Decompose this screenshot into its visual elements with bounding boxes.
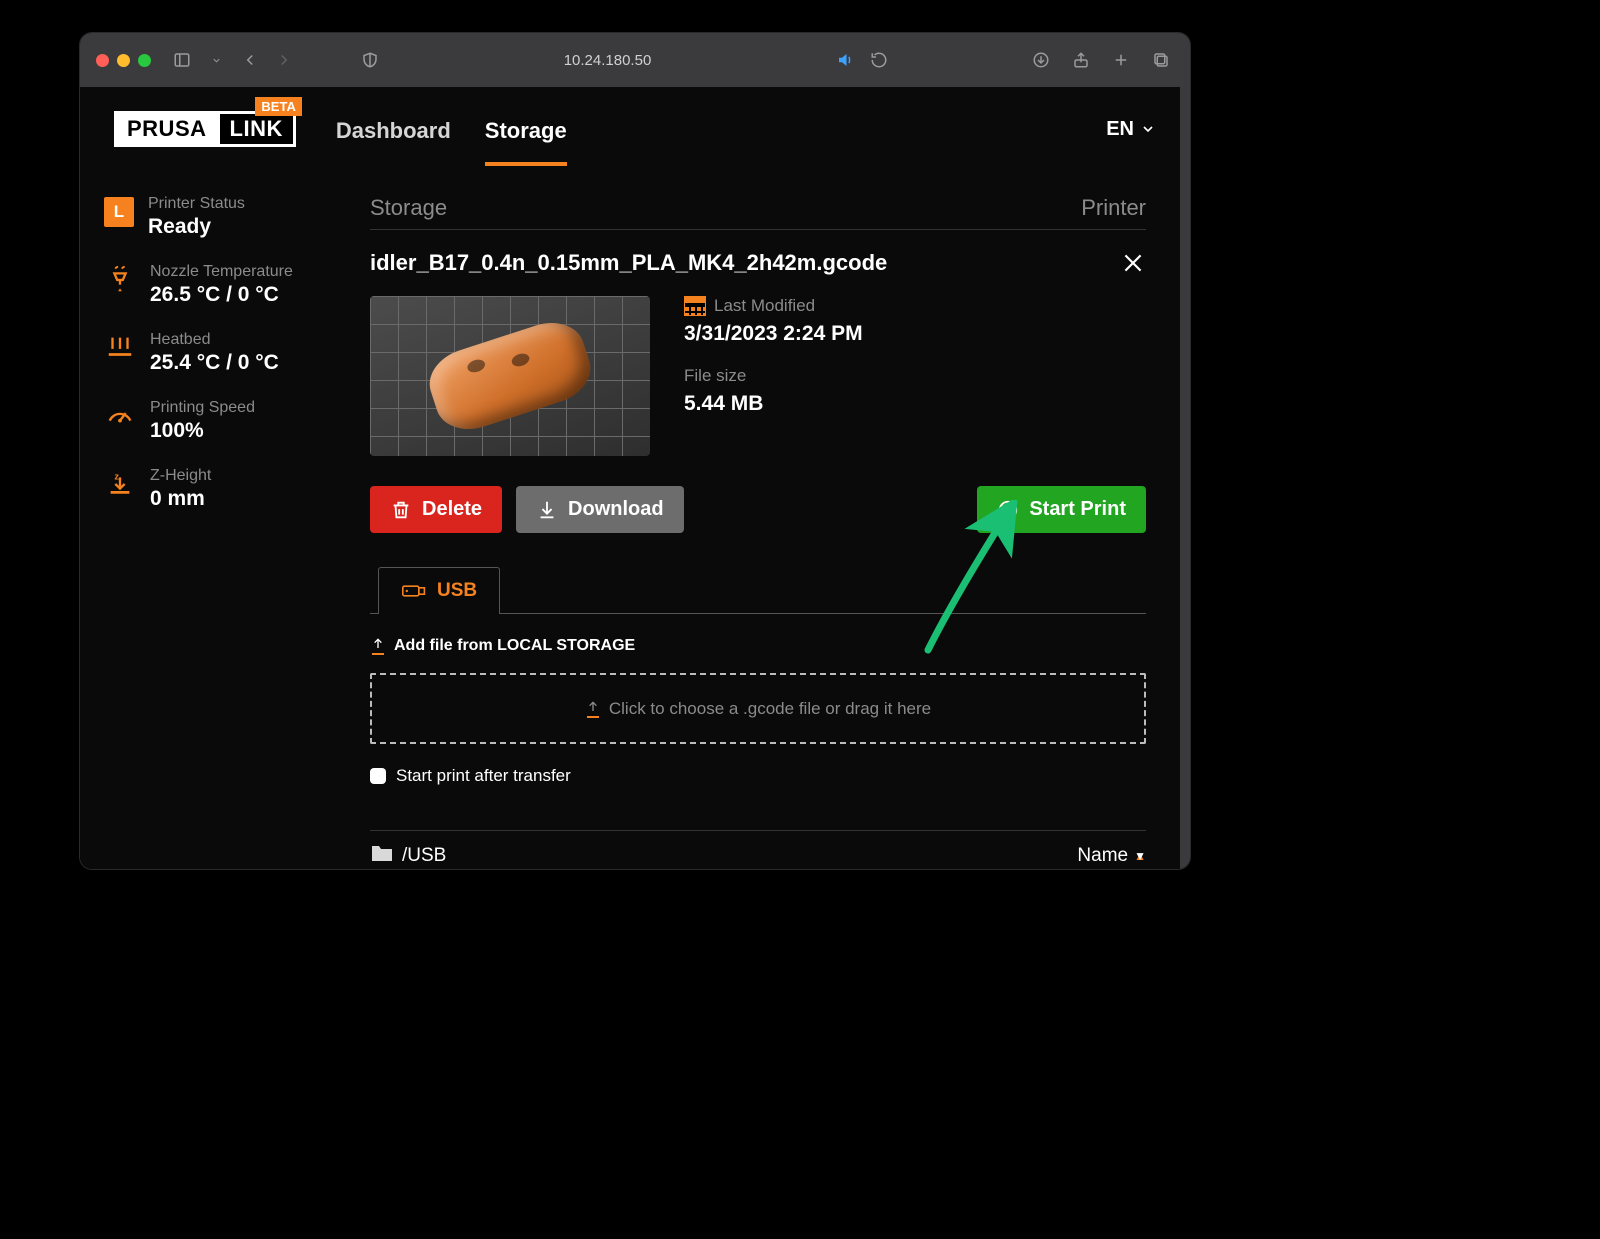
start-after-transfer-row[interactable]: Start print after transfer: [370, 766, 1146, 786]
app-logo[interactable]: PRUSA LINK BETA: [114, 111, 296, 147]
delete-label: Delete: [422, 498, 482, 521]
heatbed-temp: Heatbed 25.4 °C / 0 °C: [104, 331, 346, 375]
start-print-label: Start Print: [1029, 498, 1126, 521]
add-file-button[interactable]: Add file from LOCAL STORAGE: [370, 636, 1146, 655]
sidebar-toggle-icon[interactable]: [169, 47, 195, 73]
section-title-right: Printer: [1081, 195, 1146, 221]
window-controls[interactable]: [96, 54, 151, 67]
close-icon[interactable]: [1120, 250, 1146, 276]
start-after-transfer-label: Start print after transfer: [396, 766, 571, 786]
play-circle-icon: [997, 499, 1019, 521]
last-modified-label: Last Modified: [714, 296, 815, 316]
tabs-overview-icon[interactable]: [1148, 47, 1174, 73]
nozzle-value: 26.5 °C / 0 °C: [150, 283, 293, 307]
download-button[interactable]: Download: [516, 486, 684, 533]
start-after-transfer-checkbox[interactable]: [370, 768, 386, 784]
printing-speed: Printing Speed 100%: [104, 399, 346, 443]
reload-icon[interactable]: [866, 47, 892, 73]
speed-label: Printing Speed: [150, 399, 255, 417]
gauge-icon: [104, 399, 136, 431]
nav-forward-icon[interactable]: [271, 47, 297, 73]
beta-badge: BETA: [255, 97, 301, 116]
z-height-icon: z: [104, 467, 136, 499]
window-close-dot[interactable]: [96, 54, 109, 67]
storage-tab-usb[interactable]: USB: [378, 567, 500, 614]
trash-icon: [390, 499, 412, 521]
file-dropzone[interactable]: Click to choose a .gcode file or drag it…: [370, 673, 1146, 744]
speed-value: 100%: [150, 419, 255, 443]
section-title-left: Storage: [370, 195, 447, 221]
logo-prusa-word: PRUSA: [114, 111, 220, 147]
file-size-label: File size: [684, 366, 863, 386]
printer-status: L Printer Status Ready: [104, 195, 346, 239]
file-detail: idler_B17_0.4n_0.15mm_PLA_MK4_2h42m.gcod…: [370, 250, 1146, 533]
status-badge: L: [104, 197, 134, 227]
file-size-value: 5.44 MB: [684, 392, 863, 416]
page-content: PRUSA LINK BETA Dashboard Storage EN: [80, 87, 1190, 869]
calendar-icon: [684, 296, 706, 316]
zheight-value: 0 mm: [150, 487, 211, 511]
toolbar-dropdown-icon[interactable]: [203, 47, 229, 73]
heatbed-label: Heatbed: [150, 331, 279, 349]
current-path[interactable]: /USB: [402, 845, 446, 867]
storage-tab-label: USB: [437, 580, 477, 602]
window-zoom-dot[interactable]: [138, 54, 151, 67]
nozzle-temp: Nozzle Temperature 26.5 °C / 0 °C: [104, 263, 346, 307]
language-picker[interactable]: EN: [1106, 118, 1156, 141]
browser-toolbar: 10.24.180.50: [80, 33, 1190, 87]
heatbed-value: 25.4 °C / 0 °C: [150, 351, 279, 375]
language-label: EN: [1106, 118, 1134, 141]
logo-link-word: LINK: [220, 111, 296, 147]
download-icon: [536, 499, 558, 521]
meta-file-size: File size 5.44 MB: [684, 366, 863, 416]
section-header: Storage Printer: [370, 195, 1146, 230]
add-file-label: Add file from LOCAL STORAGE: [394, 637, 635, 655]
shield-icon[interactable]: [357, 47, 383, 73]
sort-button[interactable]: Name ▲ ▼: [1077, 845, 1146, 867]
nozzle-label: Nozzle Temperature: [150, 263, 293, 281]
downloads-icon[interactable]: [1028, 47, 1054, 73]
delete-button[interactable]: Delete: [370, 486, 502, 533]
status-label: Printer Status: [148, 195, 245, 213]
nav-back-icon[interactable]: [237, 47, 263, 73]
last-modified-value: 3/31/2023 2:24 PM: [684, 322, 863, 346]
file-name: idler_B17_0.4n_0.15mm_PLA_MK4_2h42m.gcod…: [370, 250, 887, 276]
sort-label: Name: [1077, 845, 1128, 867]
start-print-button[interactable]: Start Print: [977, 486, 1146, 533]
tab-dashboard[interactable]: Dashboard: [336, 92, 451, 166]
model-thumbnail: [422, 313, 599, 439]
download-label: Download: [568, 498, 664, 521]
upload-icon: [585, 699, 601, 718]
address-url[interactable]: 10.24.180.50: [564, 52, 652, 69]
tab-storage[interactable]: Storage: [485, 92, 567, 166]
top-nav: PRUSA LINK BETA Dashboard Storage EN: [80, 87, 1190, 171]
z-height: z Z-Height 0 mm: [104, 467, 346, 511]
sidebar: L Printer Status Ready Nozzle Temperatur…: [80, 171, 370, 869]
storage-tabs: USB: [370, 567, 1146, 614]
upload-icon: [370, 636, 386, 655]
share-icon[interactable]: [1068, 47, 1094, 73]
svg-text:z: z: [114, 471, 119, 481]
nozzle-icon: [104, 263, 136, 295]
status-value: Ready: [148, 215, 245, 239]
path-row: /USB Name ▲ ▼: [370, 830, 1146, 869]
browser-window: 10.24.180.50: [80, 33, 1190, 869]
dropzone-label: Click to choose a .gcode file or drag it…: [609, 699, 931, 719]
new-tab-icon[interactable]: [1108, 47, 1134, 73]
zheight-label: Z-Height: [150, 467, 211, 485]
chevron-down-icon: [1140, 121, 1156, 137]
main-panel: Storage Printer idler_B17_0.4n_0.15mm_PL…: [370, 171, 1180, 869]
meta-last-modified: Last Modified 3/31/2023 2:24 PM: [684, 296, 863, 346]
usb-icon: [401, 583, 427, 599]
folder-icon: [370, 843, 394, 869]
window-minimize-dot[interactable]: [117, 54, 130, 67]
audio-indicator-icon[interactable]: [832, 47, 858, 73]
gcode-preview: [370, 296, 650, 456]
heatbed-icon: [104, 331, 136, 363]
